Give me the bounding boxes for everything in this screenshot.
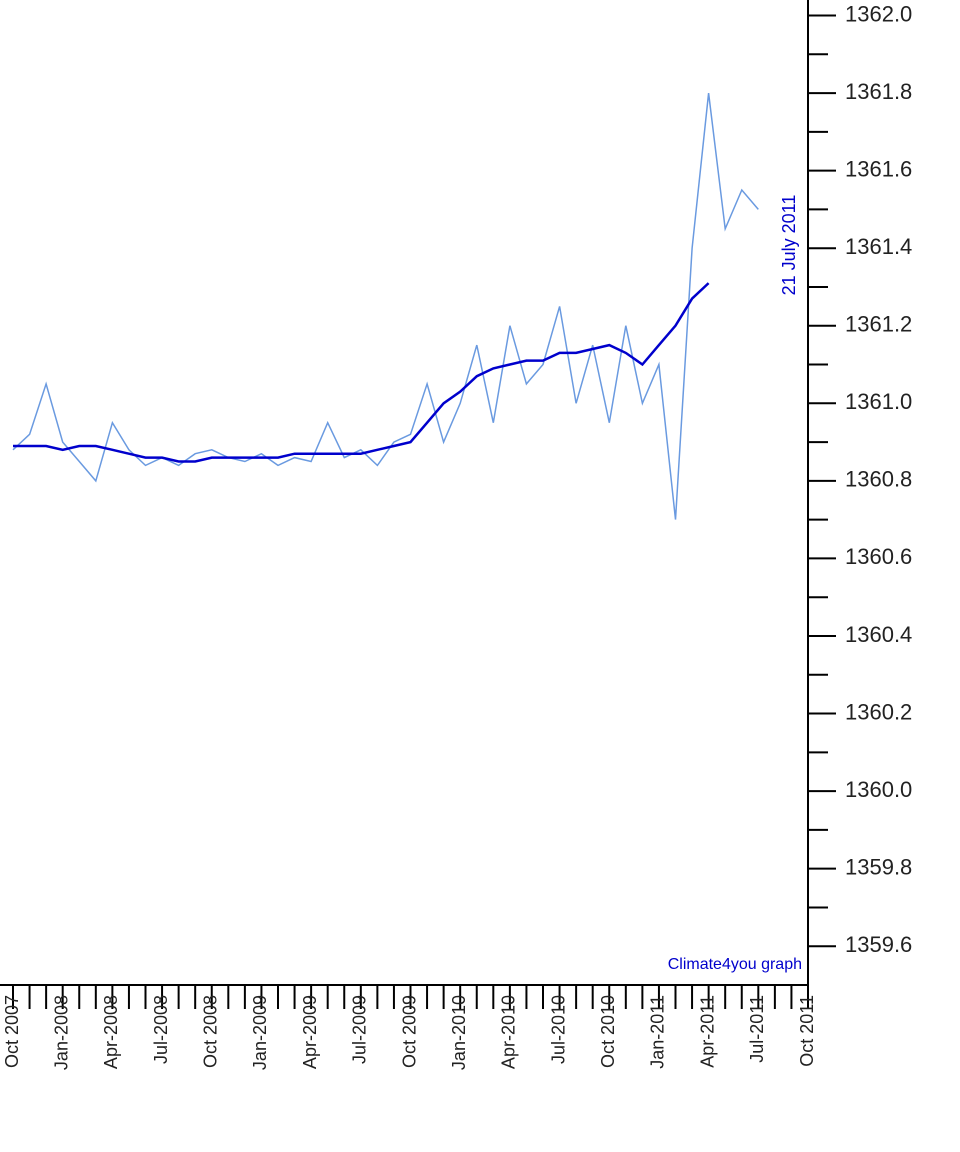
x-tick-label: Jan-2008 — [51, 995, 71, 1070]
y-tick-label: 1360.8 — [845, 467, 912, 492]
y-tick-label: 1360.2 — [845, 699, 912, 724]
x-tick-label: Oct 2007 — [2, 995, 22, 1068]
x-tick-label: Jul-2010 — [548, 995, 568, 1064]
x-tick-label: Oct 2010 — [598, 995, 618, 1068]
y-tick-label: 1361.0 — [845, 389, 912, 414]
y-tick-label: 1361.8 — [845, 79, 912, 104]
y-tick-label: 1360.6 — [845, 544, 912, 569]
x-tick-label: Jul-2009 — [350, 995, 370, 1064]
credit: Climate4you graph — [668, 956, 802, 973]
x-tick-label: Oct 2009 — [399, 995, 419, 1068]
y-tick-label: 1359.6 — [845, 932, 912, 957]
x-tick-label: Jul-2011 — [747, 995, 767, 1063]
x-tick-label: Jan-2011 — [648, 995, 668, 1069]
series-line — [13, 282, 710, 463]
y-tick-label: 1359.8 — [845, 854, 912, 879]
x-tick-label: Jan-2010 — [449, 995, 469, 1070]
y-tick-label: 1361.4 — [845, 234, 912, 259]
y-tick-label: 1361.6 — [845, 156, 912, 181]
y-tick-label: 1361.2 — [845, 312, 912, 337]
y-tick-label: 1362.0 — [845, 1, 912, 26]
x-tick-label: Apr-2010 — [499, 995, 519, 1069]
x-tick-label: Apr-2008 — [101, 995, 121, 1069]
y-tick-label: 1360.0 — [845, 777, 912, 802]
series-line — [12, 93, 759, 520]
x-tick-label: Oct 2011 — [797, 995, 817, 1067]
x-tick-label: Jan-2009 — [250, 995, 270, 1070]
y-tick-label: 1360.4 — [845, 622, 912, 647]
x-tick-label: Jul-2008 — [151, 995, 171, 1064]
x-tick-label: Oct 2008 — [201, 995, 221, 1068]
date-annotation: 21 July 2011 — [779, 195, 799, 296]
x-tick-label: Apr-2009 — [300, 995, 320, 1069]
x-tick-label: Apr-2011 — [697, 995, 717, 1068]
